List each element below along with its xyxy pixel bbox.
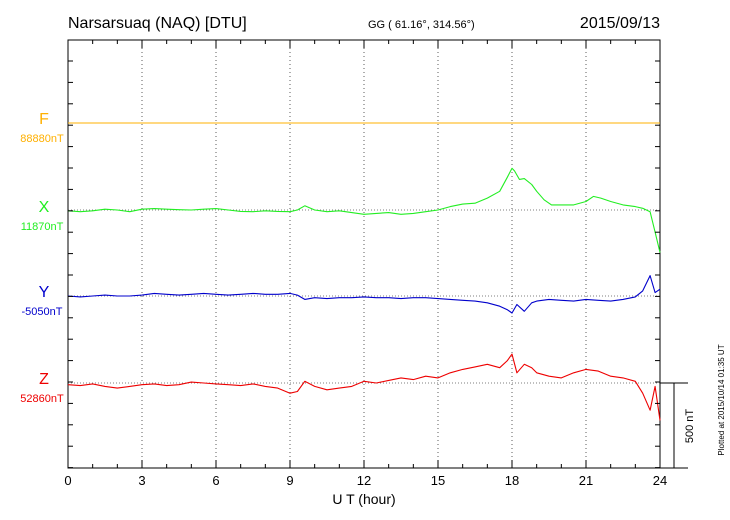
plot-date: 2015/09/13 — [580, 15, 660, 32]
component-labels: F 88880nT X 11870nT Y -5050nT Z 52860nT — [20, 111, 64, 405]
x-tick-label-0: 0 — [64, 473, 71, 488]
station-title: Narsarsuaq (NAQ) [DTU] — [68, 15, 247, 32]
series-lines — [67, 122, 661, 421]
scale-bar-label: 500 nT — [684, 409, 696, 444]
x-tick-label-6: 6 — [212, 473, 219, 488]
x-axis-label: U T (hour) — [332, 491, 395, 507]
scale-bar: 500 nT — [660, 382, 696, 469]
x-tick-label-3: 3 — [138, 473, 145, 488]
x-tick-label-12: 12 — [357, 473, 371, 488]
x-tick-label-9: 9 — [286, 473, 293, 488]
series-label-z: Z — [39, 371, 49, 388]
series-label-f: F — [39, 111, 49, 128]
series-label-x: X — [39, 199, 50, 216]
plotted-at-note: Plotted at 2015/10/14 01:35 UT — [717, 344, 726, 455]
x-tick-label-21: 21 — [579, 473, 593, 488]
x-axis: 0 3 6 9 12 15 18 21 24 — [64, 40, 667, 488]
series-line-z — [67, 353, 661, 421]
series-label-y: Y — [39, 284, 50, 301]
series-line-y — [67, 275, 661, 314]
series-baseline-x: 11870nT — [21, 221, 64, 233]
station-coordinates: GG ( 61.16°, 314.56°) — [368, 19, 475, 31]
series-baseline-f: 88880nT — [20, 133, 64, 145]
x-tick-label-15: 15 — [431, 473, 445, 488]
series-baseline-y: -5050nT — [22, 306, 63, 318]
grid-lines — [141, 40, 587, 468]
x-tick-label-24: 24 — [653, 473, 667, 488]
x-tick-label-18: 18 — [505, 473, 519, 488]
series-line-x — [67, 167, 661, 253]
series-baseline-z: 52860nT — [20, 393, 64, 405]
